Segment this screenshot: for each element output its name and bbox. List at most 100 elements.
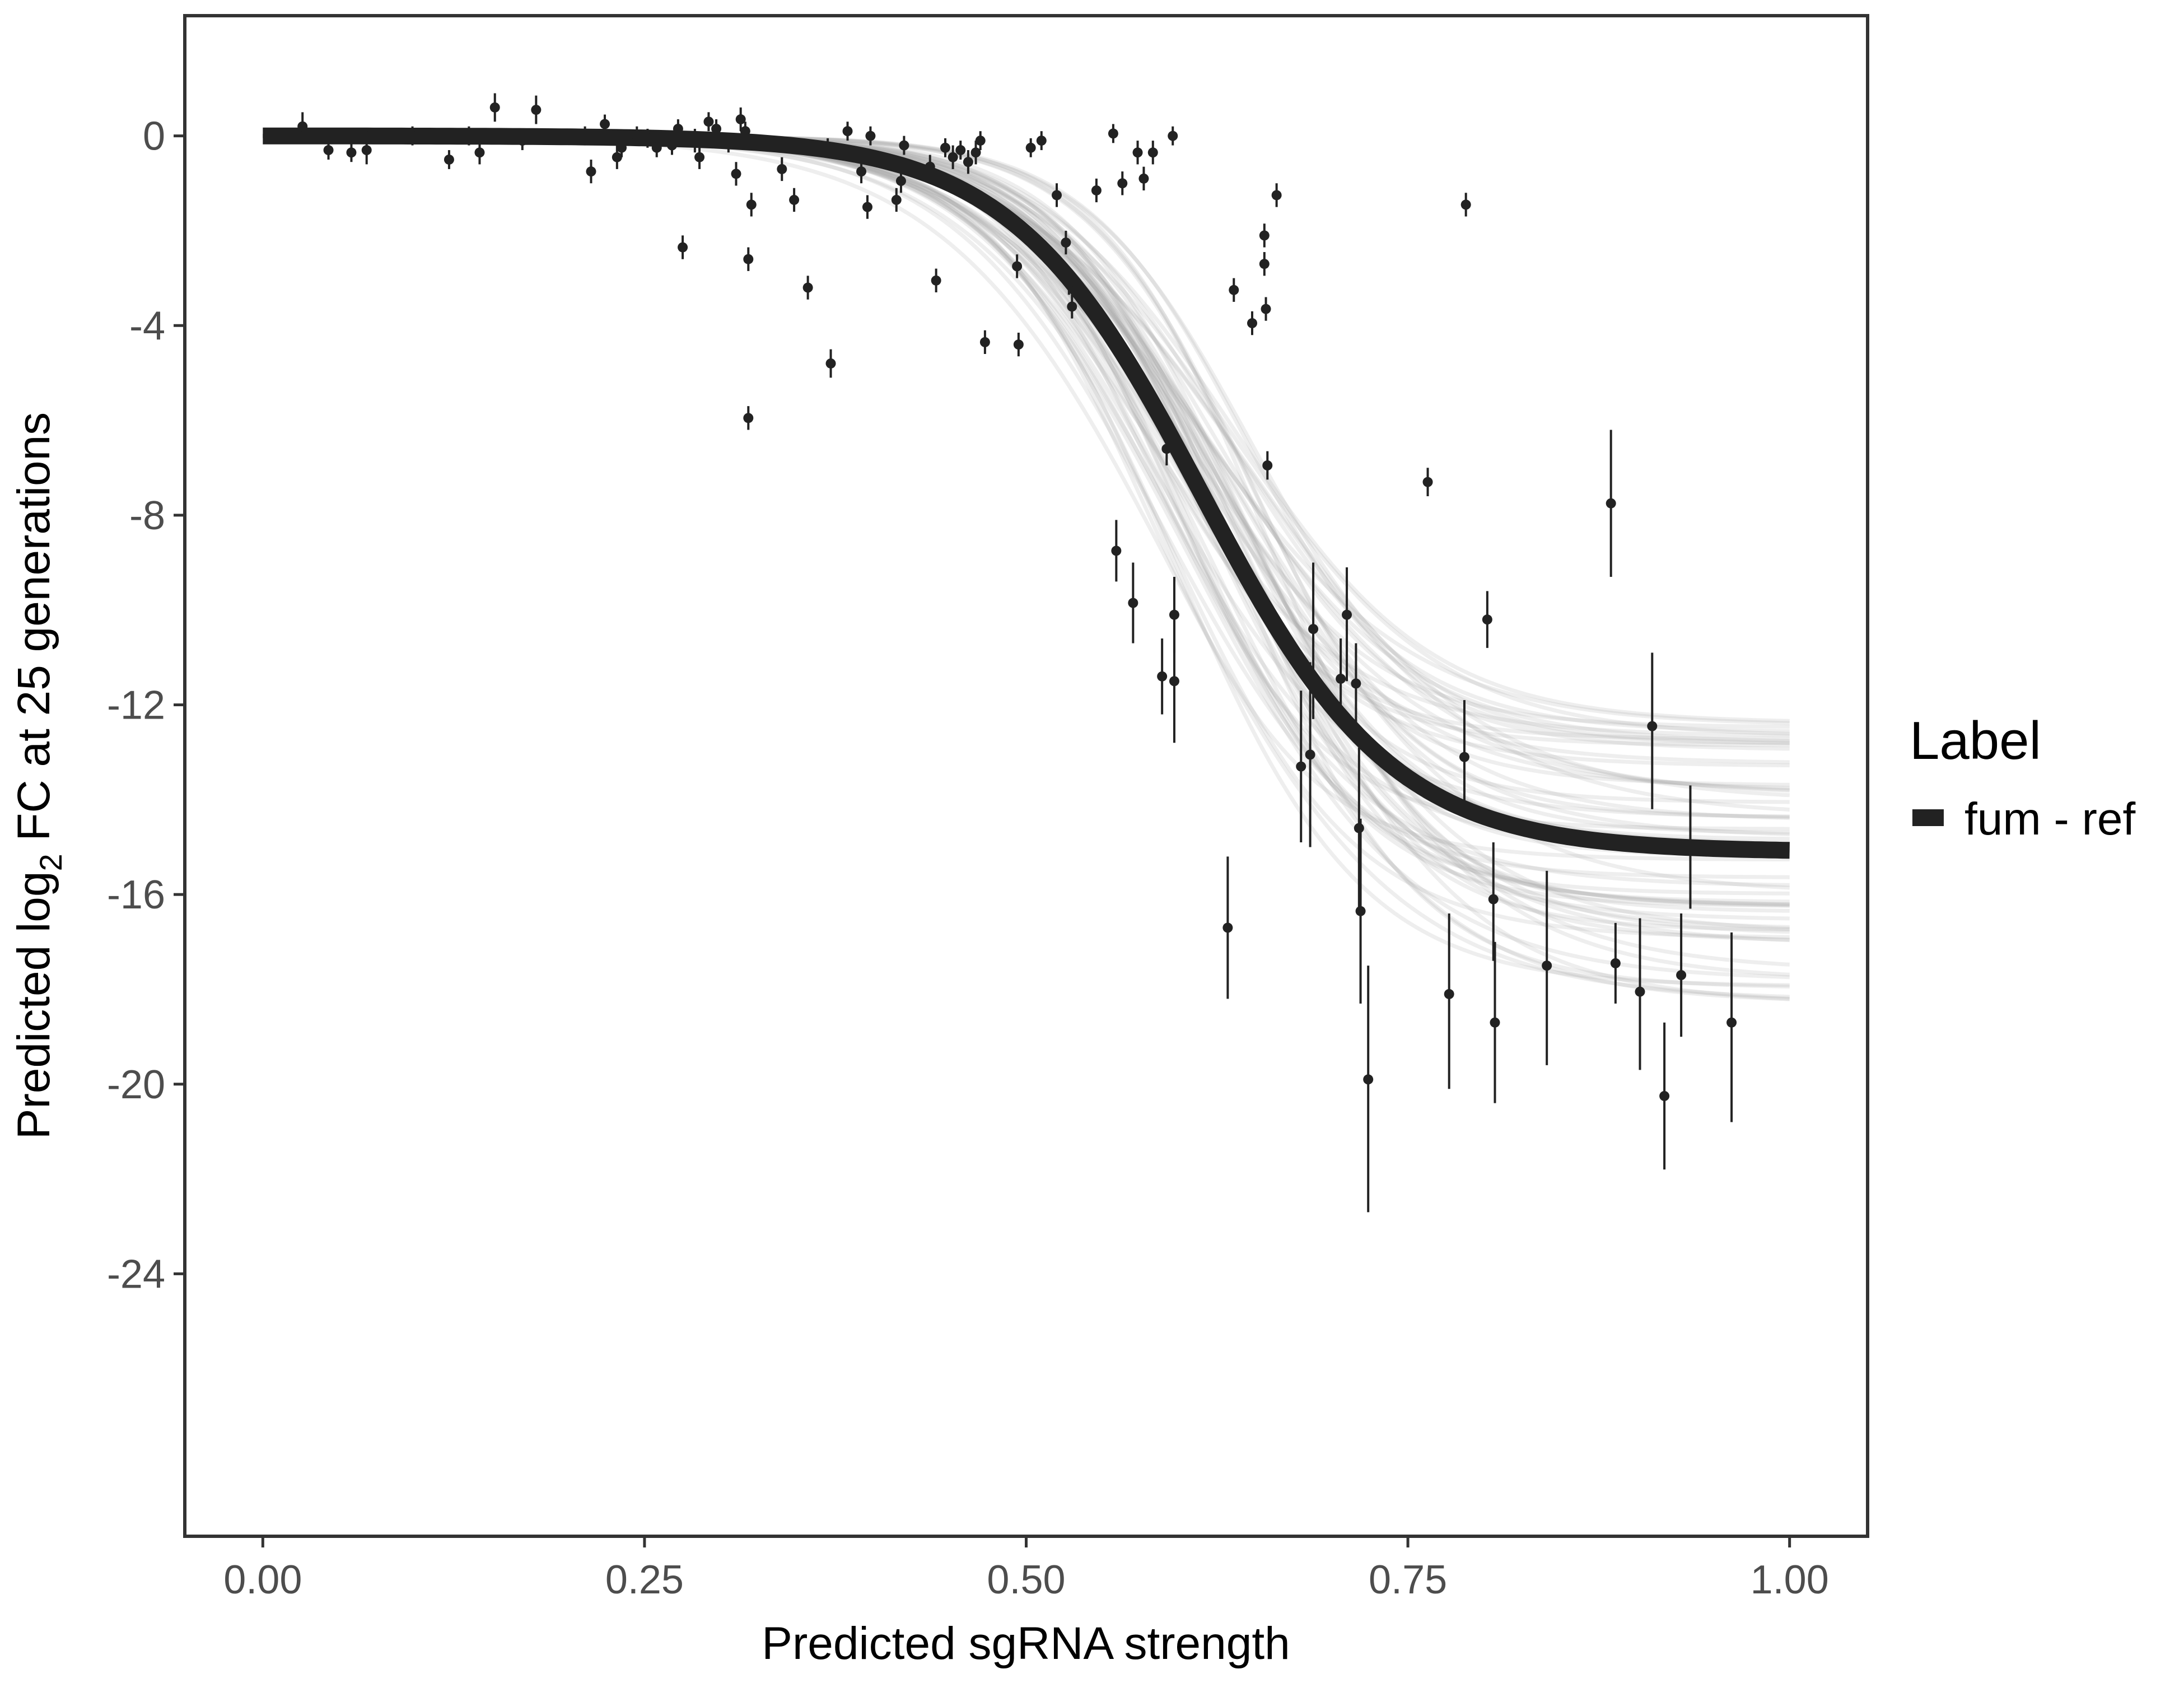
point-marker [297, 121, 308, 132]
point-marker [489, 102, 500, 113]
point-marker [1128, 598, 1138, 608]
point-marker [703, 116, 714, 127]
y-axis-title: Predicted log2 FC at 25 generations [8, 412, 68, 1139]
point-marker [407, 130, 418, 141]
data-point [842, 122, 853, 141]
point-marker [856, 166, 867, 177]
data-point [651, 138, 662, 157]
point-marker [694, 152, 705, 162]
data-point [925, 155, 935, 179]
data-point [517, 131, 528, 151]
y-tick-label: -24 [107, 1252, 165, 1297]
point-marker [1169, 676, 1179, 687]
point-marker [1063, 278, 1074, 288]
point-marker [955, 145, 966, 156]
data-point [1685, 785, 1696, 909]
point-marker [1354, 823, 1364, 833]
point-marker [1606, 498, 1616, 509]
point-marker [474, 147, 485, 158]
point-marker [1222, 922, 1233, 933]
y-tick-label: -8 [129, 493, 165, 538]
data-point [1259, 223, 1270, 248]
data-point [489, 93, 500, 122]
point-marker [323, 145, 334, 156]
y-axis-title-rest: FC at 25 generations [8, 412, 59, 854]
point-marker [1169, 609, 1179, 620]
data-point [746, 193, 757, 217]
data-point [1659, 1022, 1670, 1170]
data-point [346, 143, 357, 162]
data-point [963, 150, 973, 174]
legend-key-fum-ref [1912, 809, 1944, 826]
data-point [862, 195, 872, 219]
legend-label-fum-ref: fum - ref [1964, 794, 2135, 845]
point-marker [975, 136, 986, 146]
point-marker [711, 123, 722, 134]
point-marker [1259, 259, 1270, 269]
y-axis: 0 -4 -8 -12 -16 -20 -24 [107, 114, 185, 1297]
data-point [361, 131, 372, 165]
x-tick-label: 0.50 [987, 1558, 1065, 1602]
data-point [1108, 124, 1118, 143]
point-marker [586, 166, 596, 177]
data-point [931, 268, 941, 293]
point-marker [842, 126, 853, 137]
point-marker [1067, 301, 1077, 312]
point-marker [1108, 128, 1118, 139]
data-point [743, 406, 754, 430]
data-point [1606, 430, 1616, 577]
data-point [632, 126, 642, 146]
point-marker [862, 202, 872, 212]
point-marker [651, 142, 662, 153]
point-marker [617, 142, 627, 153]
x-axis-title: Predicted sgRNA strength [762, 1618, 1290, 1669]
point-marker [1635, 986, 1645, 997]
data-point [666, 136, 677, 155]
point-marker [789, 194, 800, 205]
point-marker [464, 130, 474, 141]
data-point [1342, 567, 1352, 682]
data-point [1444, 913, 1454, 1089]
point-marker [1676, 970, 1687, 981]
posterior-band [263, 134, 1790, 1001]
fit-curve-layer [263, 127, 1790, 859]
data-point [703, 112, 714, 132]
point-marker [743, 254, 754, 264]
data-point [673, 119, 683, 138]
data-point [970, 141, 981, 165]
legend-title: Label [1910, 711, 2041, 771]
point-marker [531, 105, 542, 115]
point-marker [612, 152, 622, 162]
data-point [1305, 662, 1315, 847]
data-point [1222, 856, 1233, 999]
point-marker [361, 145, 372, 156]
data-point [1542, 870, 1552, 1065]
data-point [1676, 913, 1687, 1037]
point-marker [1052, 190, 1062, 201]
point-marker [517, 136, 528, 146]
data-point [731, 162, 741, 186]
point-marker [1138, 173, 1149, 184]
point-marker [1363, 1074, 1374, 1085]
data-point [580, 126, 590, 146]
data-point [895, 169, 906, 193]
point-marker [940, 142, 951, 153]
data-point [891, 188, 902, 212]
point-marker [689, 136, 700, 146]
point-marker [1117, 178, 1128, 189]
data-point [1036, 131, 1047, 151]
point-marker [1061, 237, 1071, 248]
point-marker [740, 126, 750, 137]
data-point [1157, 638, 1168, 715]
point-marker [1262, 460, 1273, 471]
point-marker [1157, 671, 1168, 682]
point-marker [642, 133, 653, 143]
data-point [789, 188, 800, 212]
x-tick-label: 0.25 [605, 1558, 684, 1602]
data-point [1363, 966, 1374, 1213]
point-marker [1422, 477, 1433, 487]
data-point [1161, 432, 1172, 466]
data-point [474, 141, 485, 165]
y-tick-label: -12 [107, 683, 165, 728]
